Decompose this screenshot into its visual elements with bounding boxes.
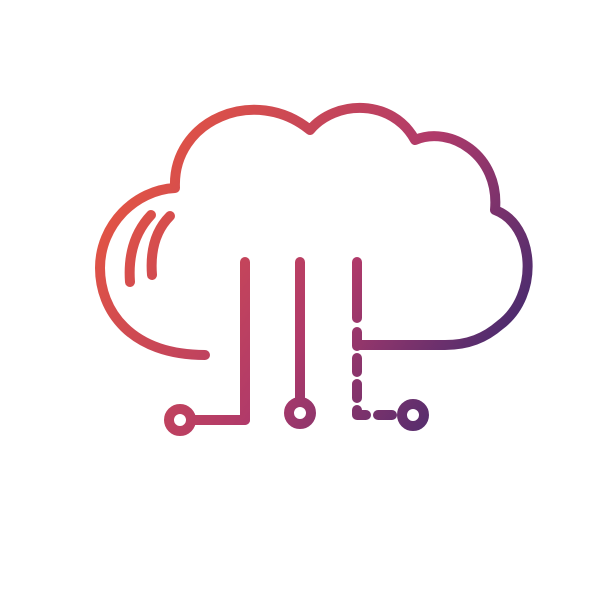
node-3 — [402, 404, 424, 426]
cloud-network-icon — [0, 0, 600, 600]
cloud-highlight-2 — [152, 216, 170, 275]
node-1 — [169, 409, 191, 431]
node-2 — [289, 402, 311, 424]
